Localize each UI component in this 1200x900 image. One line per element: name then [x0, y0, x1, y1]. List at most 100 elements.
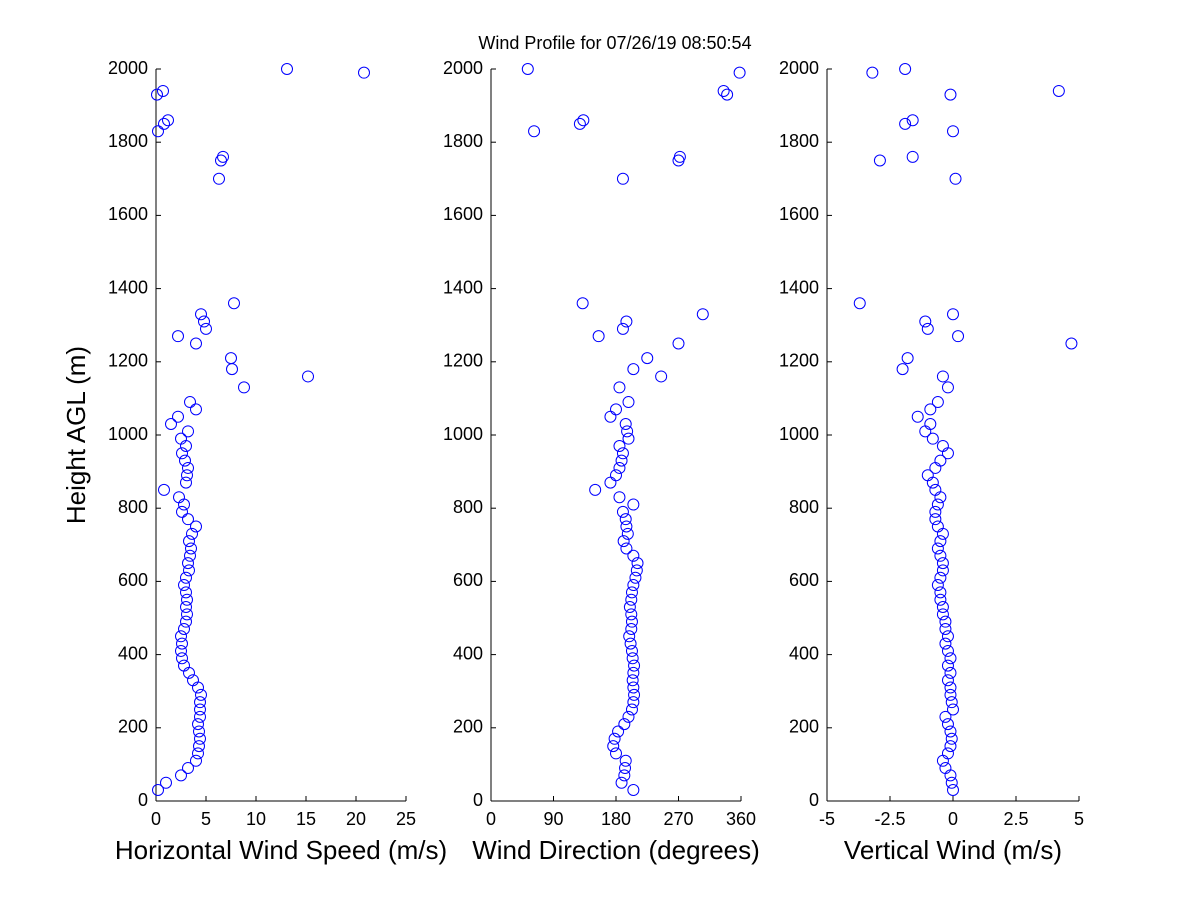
point [620, 542, 633, 555]
x-axis-label: Horizontal Wind Speed (m/s) [115, 835, 447, 865]
point [192, 747, 204, 760]
point [213, 172, 225, 185]
point [949, 172, 962, 185]
point [613, 381, 626, 394]
point [589, 483, 602, 496]
point [176, 505, 188, 518]
point [934, 454, 947, 467]
point [625, 703, 638, 716]
point [238, 381, 250, 394]
point [577, 114, 590, 127]
point [160, 776, 172, 789]
x-tick-label: 5 [201, 809, 211, 829]
point [621, 527, 634, 540]
point [944, 88, 957, 101]
x-tick-label: 0 [151, 809, 161, 829]
x-tick-label: 180 [601, 809, 631, 829]
point [945, 732, 958, 745]
point [183, 535, 195, 548]
point [853, 297, 866, 310]
point [673, 150, 686, 163]
point [193, 740, 205, 753]
point [625, 593, 638, 606]
y-tick-label: 1200 [779, 351, 819, 371]
point [198, 315, 210, 328]
y-tick-label: 1600 [443, 204, 483, 224]
point [620, 315, 633, 328]
x-axis-label: Wind Direction (degrees) [472, 835, 760, 865]
point [622, 432, 635, 445]
point [941, 674, 954, 687]
point [733, 66, 746, 79]
y-tick-label: 1800 [108, 131, 148, 151]
y-tick-label: 800 [118, 497, 148, 517]
point [944, 681, 957, 694]
point [358, 66, 370, 79]
y-tick-label: 0 [473, 790, 483, 810]
point [623, 601, 636, 614]
point [936, 557, 949, 570]
point [179, 454, 191, 467]
point [178, 659, 190, 672]
point [178, 579, 190, 592]
point [939, 637, 952, 650]
y-tick-label: 200 [789, 717, 819, 737]
point [193, 725, 205, 738]
point [931, 498, 944, 511]
y-tick-label: 1400 [108, 277, 148, 297]
point [627, 579, 640, 592]
point [936, 564, 949, 577]
point [934, 571, 947, 584]
point [630, 564, 643, 577]
point [627, 498, 640, 511]
point [175, 769, 187, 782]
point [612, 725, 625, 738]
point [939, 710, 952, 723]
point [192, 718, 204, 731]
point [936, 601, 949, 614]
y-tick-label: 1000 [779, 424, 819, 444]
point [941, 747, 954, 760]
point [573, 117, 586, 130]
point [931, 396, 944, 409]
point [180, 586, 192, 599]
point [939, 762, 952, 775]
point [618, 718, 631, 731]
point [180, 615, 192, 628]
y-tick-label: 400 [118, 643, 148, 663]
point [625, 615, 638, 628]
x-tick-label: 270 [663, 809, 693, 829]
point [906, 150, 919, 163]
x-tick-label: -5 [819, 809, 835, 829]
point [619, 513, 632, 526]
y-axis-label: Height AGL (m) [61, 346, 91, 524]
point [182, 513, 194, 526]
x-tick-label: 10 [246, 809, 266, 829]
point [528, 125, 541, 138]
point [944, 688, 957, 701]
y-tick-label: 1800 [779, 131, 819, 151]
point [172, 410, 184, 423]
point [158, 117, 170, 130]
point [627, 784, 640, 797]
y-tick-label: 200 [453, 717, 483, 737]
point [152, 784, 164, 797]
point [929, 505, 942, 518]
point [625, 586, 638, 599]
point [180, 571, 192, 584]
point [175, 644, 187, 657]
point [190, 403, 202, 416]
point [616, 447, 629, 460]
point [185, 542, 197, 555]
y-tick-label: 2000 [443, 58, 483, 78]
point [152, 125, 164, 138]
point [617, 535, 630, 548]
point [631, 557, 644, 570]
x-tick-label: 15 [296, 809, 316, 829]
point [615, 454, 628, 467]
point [610, 747, 622, 760]
y-tick-label: 1800 [443, 131, 483, 151]
point [899, 117, 912, 130]
point [183, 564, 195, 577]
